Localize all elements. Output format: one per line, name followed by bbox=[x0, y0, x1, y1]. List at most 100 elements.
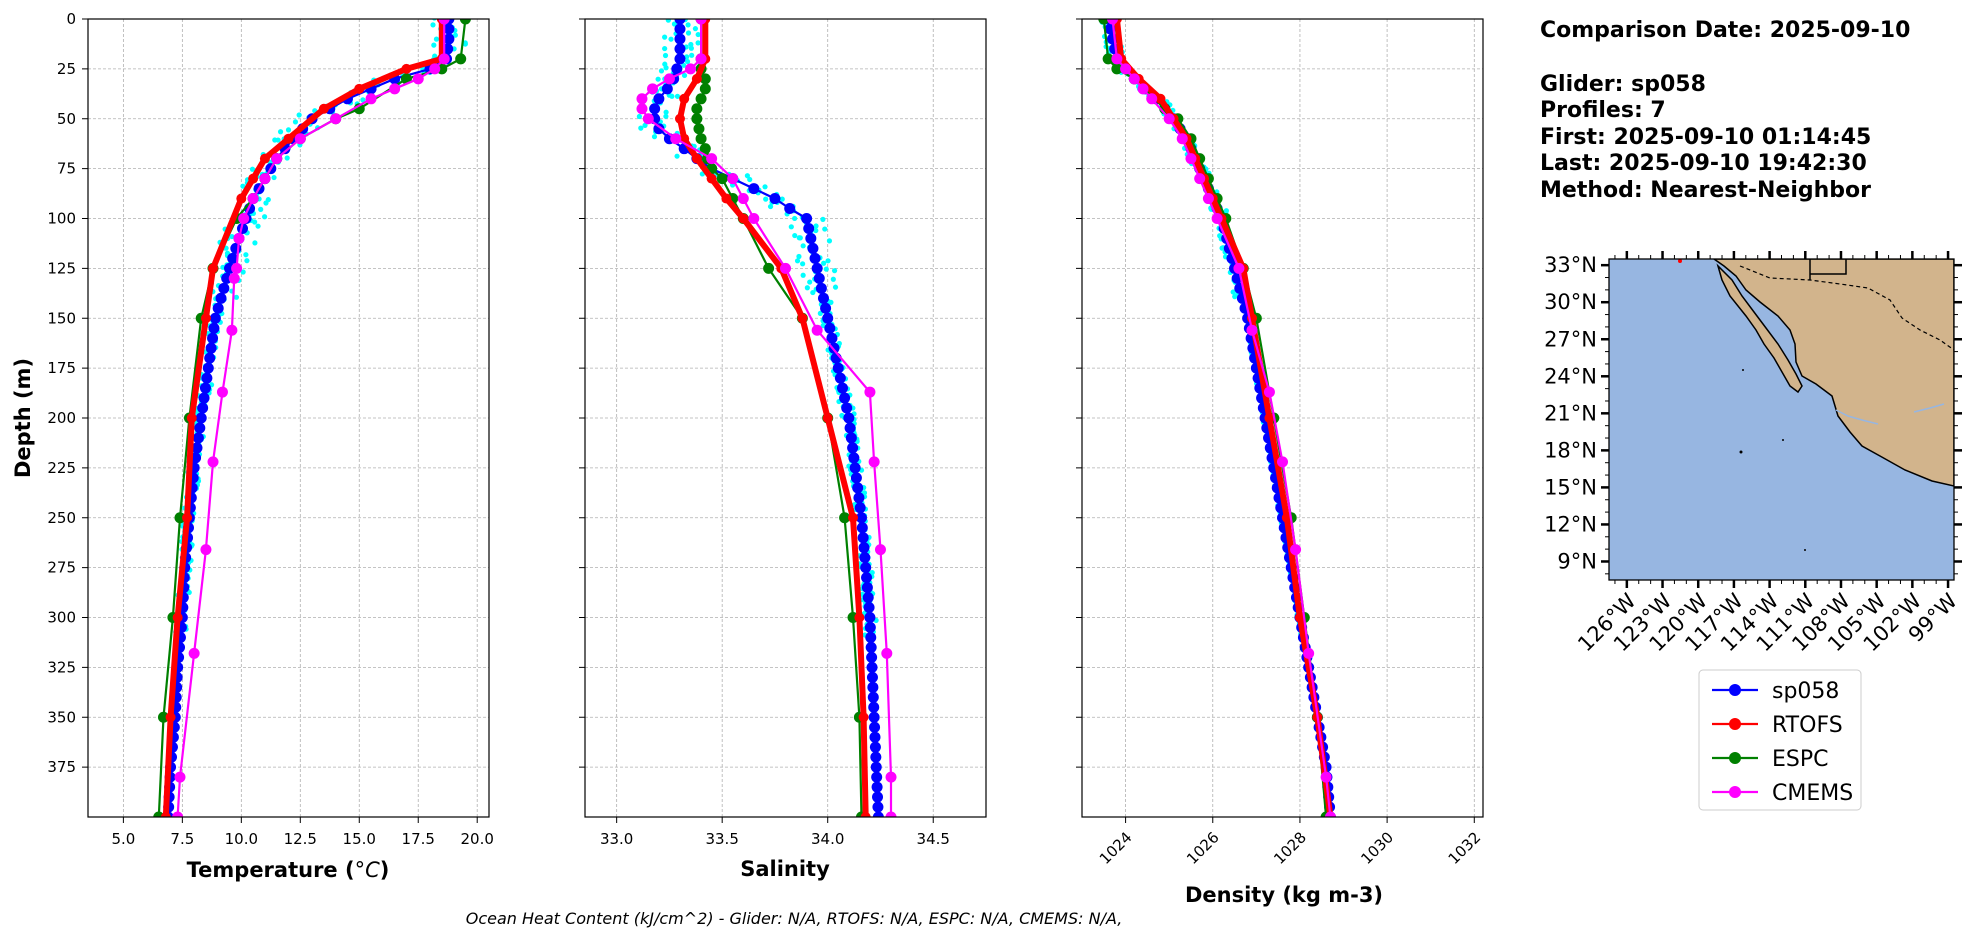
y-tick-label: 375 bbox=[47, 758, 76, 776]
series-point-sp058 bbox=[813, 272, 825, 284]
raw-glider-point bbox=[296, 112, 302, 118]
series-point-cmems bbox=[228, 272, 240, 284]
series-point-espc bbox=[763, 262, 775, 274]
series-point-sp058 bbox=[856, 522, 868, 534]
series-point-sp058 bbox=[674, 23, 686, 35]
series-point-sp058 bbox=[847, 442, 859, 454]
series-point-sp058 bbox=[205, 342, 217, 354]
series-point-rtofs bbox=[854, 612, 865, 623]
glider-name: Glider: sp058 bbox=[1540, 72, 1706, 97]
series-point-sp058 bbox=[649, 103, 661, 115]
series-point-cmems bbox=[271, 153, 283, 165]
profile-panels: 5.0 7.5 10.0 12.5 15.0 17.5 20.0 0 25 50 75 100 125 1… bbox=[47, 10, 1484, 868]
series-point-cmems bbox=[695, 19, 707, 25]
raw-glider-point bbox=[826, 238, 833, 244]
legend-label-cmems: CMEMS bbox=[1772, 781, 1853, 806]
series-point-cmems bbox=[1320, 771, 1332, 783]
x-tick-label: 1030 bbox=[1357, 828, 1397, 868]
raw-glider-point bbox=[832, 284, 839, 290]
raw-glider-point bbox=[688, 45, 694, 51]
raw-glider-point bbox=[747, 176, 753, 183]
series-point-cmems bbox=[1277, 456, 1288, 468]
x-tick-label: 12.5 bbox=[284, 830, 317, 848]
raw-glider-point bbox=[825, 258, 831, 264]
series-point-sp058 bbox=[870, 751, 882, 763]
series-point-cmems bbox=[1185, 153, 1197, 165]
series-point-cmems bbox=[636, 103, 648, 115]
series-point-cmems bbox=[172, 811, 184, 817]
raw-glider-point bbox=[800, 261, 806, 267]
series-point-espc bbox=[699, 143, 711, 155]
raw-glider-point bbox=[240, 183, 246, 189]
series-point-cmems bbox=[727, 173, 739, 185]
series-point-sp058 bbox=[866, 671, 878, 683]
series-point-sp058 bbox=[872, 801, 884, 813]
series-point-rtofs bbox=[691, 73, 702, 84]
series-point-sp058 bbox=[861, 572, 873, 584]
legend-marker-rtofs bbox=[1729, 718, 1741, 730]
series-point-sp058 bbox=[209, 312, 221, 324]
temperature-axis-label: Temperature (°C) bbox=[187, 858, 390, 882]
y-tick-label: 25 bbox=[57, 60, 76, 78]
series-point-cmems bbox=[885, 811, 897, 817]
series-point-rtofs bbox=[160, 812, 171, 817]
raw-glider-point bbox=[662, 45, 668, 52]
raw-glider-point bbox=[813, 223, 819, 229]
raw-glider-point bbox=[229, 233, 235, 240]
ocean-heat-content-note: Ocean Heat Content (kJ/cm^2) - Glider: N… bbox=[466, 909, 1123, 928]
series-point-sp058 bbox=[674, 43, 686, 55]
series-point-sp058 bbox=[805, 232, 817, 244]
legend-label-sp058: sp058 bbox=[1772, 679, 1839, 704]
raw-glider-point bbox=[820, 216, 826, 222]
series-point-rtofs bbox=[165, 712, 176, 723]
series-point-espc bbox=[695, 133, 707, 145]
series-point-sp058 bbox=[674, 53, 686, 65]
series-point-cmems bbox=[1246, 324, 1258, 336]
raw-glider-point bbox=[1223, 208, 1229, 214]
series-point-rtofs bbox=[1264, 413, 1275, 423]
series-point-rtofs bbox=[283, 133, 294, 144]
series-point-sp058 bbox=[199, 382, 211, 394]
raw-glider-point bbox=[788, 224, 794, 230]
y-tick-label: 150 bbox=[47, 309, 76, 327]
series-point-sp058 bbox=[868, 711, 880, 723]
series-point-sp058 bbox=[202, 362, 214, 374]
map-us-border bbox=[1809, 259, 1847, 280]
series-point-sp058 bbox=[853, 492, 865, 504]
series-point-cmems bbox=[1163, 113, 1175, 125]
y-tick-label: 275 bbox=[47, 559, 76, 577]
series-point-cmems bbox=[1211, 213, 1223, 224]
raw-glider-point bbox=[431, 42, 437, 48]
series-point-sp058 bbox=[844, 422, 856, 434]
raw-glider-point bbox=[1232, 294, 1238, 300]
raw-glider-point bbox=[831, 268, 838, 274]
series-point-cmems bbox=[1107, 19, 1119, 25]
series-point-cmems bbox=[737, 193, 749, 205]
raw-glider-point bbox=[233, 294, 240, 300]
series-point-sp058 bbox=[864, 621, 876, 633]
series-point-cmems bbox=[636, 93, 648, 105]
raw-glider-point bbox=[655, 76, 661, 82]
raw-glider-point bbox=[828, 299, 834, 305]
series-point-cmems bbox=[642, 113, 654, 125]
series-point-sp058 bbox=[769, 193, 781, 205]
y-tick-label: 225 bbox=[47, 459, 76, 477]
last-profile-time: Last: 2025-09-10 19:42:30 bbox=[1540, 151, 1867, 176]
y-tick-label: 125 bbox=[47, 259, 76, 277]
interpolation-method: Method: Nearest-Neighbor bbox=[1540, 178, 1871, 203]
series-point-espc bbox=[699, 83, 711, 95]
raw-glider-point bbox=[762, 184, 768, 190]
series-point-cmems bbox=[231, 262, 243, 274]
series-point-rtofs bbox=[679, 93, 690, 104]
series-point-cmems bbox=[259, 173, 271, 185]
raw-glider-point bbox=[658, 68, 665, 74]
series-point-rtofs bbox=[691, 153, 702, 164]
raw-glider-point bbox=[249, 166, 256, 172]
series-point-sp058 bbox=[198, 392, 210, 404]
series-point-sp058 bbox=[872, 791, 884, 803]
x-tick-label: 7.5 bbox=[170, 830, 194, 848]
raw-glider-point bbox=[240, 269, 246, 275]
series-point-cmems bbox=[238, 213, 250, 224]
series-point-rtofs bbox=[674, 113, 685, 124]
series-point-cmems bbox=[429, 63, 441, 75]
